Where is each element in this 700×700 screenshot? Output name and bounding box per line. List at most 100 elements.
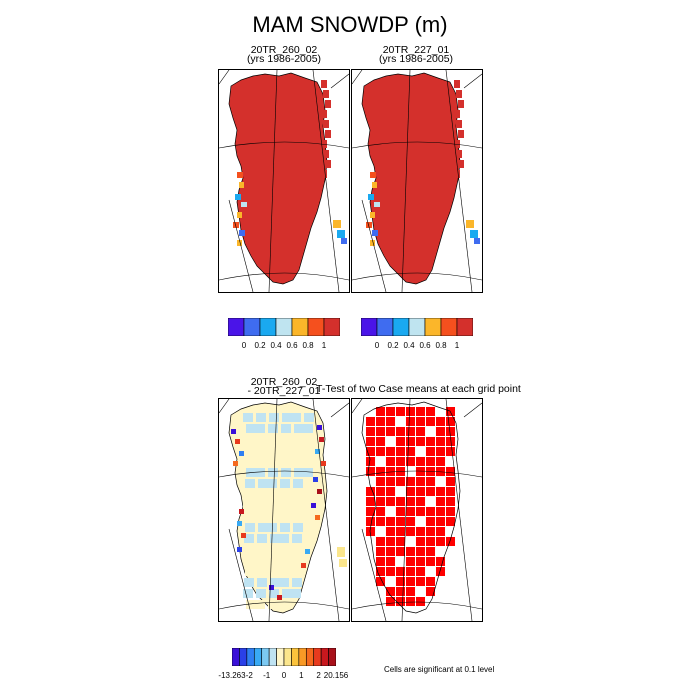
svg-case2-grid-lon-4 [463, 73, 482, 89]
ttest-sig-cell-58 [416, 477, 425, 486]
ttest-sig-cell-113 [376, 557, 385, 566]
diff-coast-cell-8 [313, 477, 318, 482]
ttest-grid-lon-2 [445, 399, 473, 621]
diff-interior-cell-26 [269, 457, 279, 466]
ttest-grid-lon-4 [463, 402, 482, 418]
colorbar-case1-tick-0: 0 [241, 341, 247, 350]
diff-coast-cell-2 [239, 451, 244, 456]
ttest-sig-cell-115 [406, 557, 415, 566]
svg-case1-edge-cell-1 [323, 90, 329, 98]
diff-interior-cell-90 [291, 589, 301, 598]
ttest-sig-cell-48 [386, 467, 395, 476]
ttest-grid-lon-1 [401, 399, 411, 621]
colorbar-case1-swatch-0 [227, 317, 245, 337]
svg-case2-greenland [361, 72, 461, 285]
svg-case2-edge-cell-7 [456, 150, 462, 158]
ttest-sig-cell-16 [376, 427, 385, 436]
ttest-sig-cell-84 [446, 507, 455, 516]
ttest-sig-cell-17 [386, 427, 395, 436]
colorbar-diff-swatch-11 [313, 647, 322, 667]
diff-interior-cell-50 [291, 501, 301, 510]
diff-interior-cell-38 [267, 479, 277, 488]
diff-interior-cell-85 [292, 578, 302, 587]
diff-coast-cell-1 [235, 439, 240, 444]
ttest-sig-cell-44 [426, 457, 435, 466]
svg-case1-grid-lon-4 [330, 73, 349, 89]
diff-interior-cell-43 [270, 490, 280, 499]
colorbar-diff-swatch-10 [305, 647, 315, 667]
diff-coast-cell-12 [239, 509, 244, 514]
diff-grid-lon-3 [228, 528, 254, 621]
svg-case1-grid-lat-2 [219, 272, 349, 281]
svg-case2-coast-cell-0 [370, 172, 376, 178]
ttest-sig-cell-100 [376, 537, 385, 546]
colorbar-diff-swatch-13 [328, 647, 337, 667]
diff-interior-cell-74 [281, 556, 291, 565]
ttest-sig-cell-46 [366, 467, 375, 476]
ttest-sig-cell-102 [396, 537, 405, 546]
svg-case1-grid-lon-5 [219, 70, 230, 85]
ttest-sig-cell-42 [406, 457, 415, 466]
panel-title-case2: 20TR_227_01 (yrs 1986-2005) [346, 45, 486, 65]
diff-interior-cell-78 [267, 567, 277, 576]
map-panel-case2 [351, 69, 483, 293]
ttest-sig-cell-77 [366, 507, 375, 516]
map-panel-ttest [351, 398, 483, 622]
ttest-sig-cell-120 [386, 567, 395, 576]
svg-case1-grid-lon-2 [312, 70, 340, 292]
colorbar-diff-tick-2: -1 [263, 671, 271, 680]
ttest-sig-cell-57 [406, 477, 415, 486]
diff-coast-cell-5 [319, 437, 324, 442]
diff-interior-cell-91 [246, 600, 256, 609]
ttest-sig-cell-97 [416, 527, 425, 536]
diff-coast-cell-4 [317, 425, 322, 430]
svg-case2-grid-lon-5 [352, 70, 363, 85]
ttest-sig-cell-73 [406, 497, 415, 506]
ttest-sig-cell-55 [386, 477, 395, 486]
ttest-sig-cell-101 [386, 537, 395, 546]
ttest-sig-cell-133 [426, 587, 435, 596]
colorbar-case1-swatch-3 [275, 317, 293, 337]
figure-title: MAM SNOWDP (m) [252, 12, 448, 37]
ttest-sig-cell-5 [426, 407, 435, 416]
colorbar-case2-swatch-6 [456, 317, 474, 337]
ttest-sig-cell-116 [416, 557, 425, 566]
significance-note: Cells are significant at 0.1 level [384, 665, 495, 674]
panel-title-case1-line1: 20TR_260_02 [250, 44, 318, 56]
diff-coast-cell-13 [237, 521, 242, 526]
ttest-sig-cell-76 [446, 497, 455, 506]
svg-case2-coast-cell-1 [372, 182, 377, 188]
diff-coast-cell-18 [305, 549, 310, 554]
ttest-sig-cell-63 [386, 487, 395, 496]
svg-case1-coast-cell-2 [235, 194, 241, 200]
map-panel-case1 [218, 69, 350, 293]
diff-grid-lon-4 [330, 402, 349, 418]
diff-interior-cell-61 [244, 534, 254, 543]
diff-interior-cell-6 [246, 424, 256, 433]
ttest-sig-cell-107 [376, 547, 385, 556]
ttest-sig-cell-104 [426, 537, 435, 546]
diff-interior-cell-70 [291, 545, 301, 554]
ttest-grid-lat-2 [352, 601, 482, 610]
colorbar-case1-labels: 0 0.2 0.4 0.6 0.8 1 [228, 341, 340, 353]
ttest-grid-lon-3 [361, 528, 387, 621]
ttest-sig-cell-53 [446, 467, 455, 476]
ttest-sig-cell-21 [436, 427, 445, 436]
ttest-sig-cell-123 [416, 567, 425, 576]
panel-title-diff-line2: - 20TR_227_01 [247, 385, 321, 397]
svg-case1-grid-lon-3 [228, 199, 254, 292]
diff-grid-lon-2 [312, 399, 340, 621]
diff-grid-lon-5 [219, 399, 230, 414]
ttest-sig-cell-10 [406, 417, 415, 426]
diff-interior-cell-46 [243, 501, 253, 510]
colorbar-case1-tick-3: 0.6 [286, 341, 298, 350]
diff-interior-cell-22 [292, 446, 302, 455]
ttest-sig-cell-118 [436, 557, 445, 566]
svg-case1-edge-cell-4 [323, 120, 329, 128]
ttest-sig-cell-7 [366, 417, 375, 426]
colorbar-case2-swatch-5 [440, 317, 458, 337]
ttest-sig-cell-30 [446, 437, 455, 446]
colorbar-case1-swatches [227, 317, 341, 337]
ttest-sig-cell-40 [386, 457, 395, 466]
svg-case1-coast-cell-0 [237, 172, 243, 178]
